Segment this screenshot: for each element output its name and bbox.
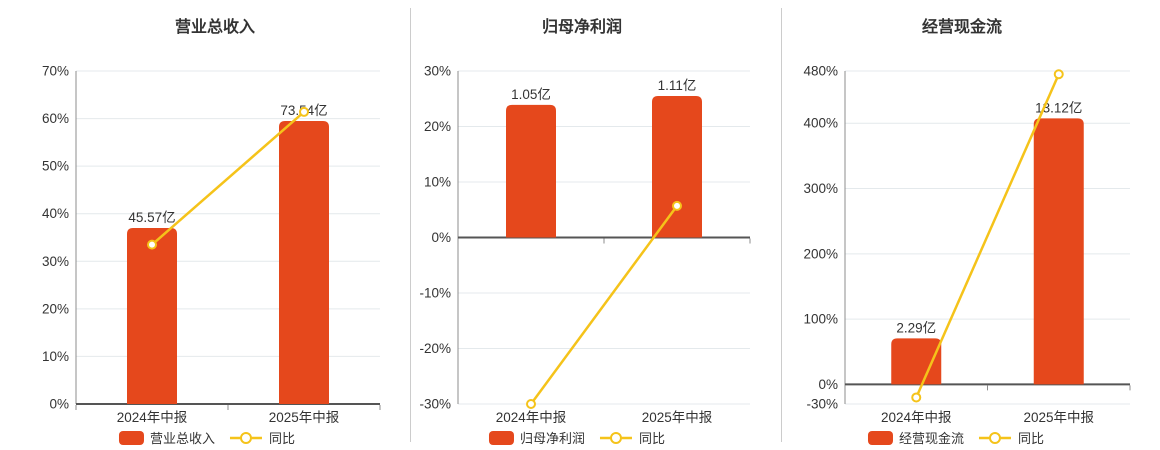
legend-bar-swatch [867,430,893,445]
y-axis-tick-label: -30% [419,397,451,412]
bar [652,95,702,238]
y-axis-tick-label: 10% [424,175,451,190]
bar [127,227,177,404]
y-axis-tick-label: 50% [42,159,69,174]
legend-bar-label: 经营现金流 [898,431,964,446]
y-axis-tick-label: 30% [42,254,69,269]
y-axis-tick-label: 70% [42,64,69,79]
y-axis-tick-label: 400% [803,116,838,131]
bar-value-label: 1.05亿 [511,87,551,102]
legend-revenue: 营业总收入 同比 [118,428,296,447]
chart-title-cash-flow: 经营现金流 [921,19,1003,36]
yoy-line-marker [299,106,309,117]
yoy-line-marker [1053,69,1064,80]
yoy-line-marker [672,200,682,211]
x-axis-category-label: 2024年中报 [881,410,952,425]
y-axis-tick-label: 200% [803,246,838,261]
y-axis-tick-label: 0% [49,397,69,412]
yoy-line [915,73,1060,398]
panel-divider [781,8,782,442]
panel-revenue: 70%60%50%40%30%20%10%0%45.57亿73.54亿2024年… [0,0,410,450]
y-axis-tick-label: 20% [42,301,69,316]
yoy-line-marker [147,239,157,250]
y-axis-tick-label: 480% [803,64,838,79]
y-axis-tick-label: 30% [424,64,451,79]
legend-bar-label: 营业总收入 [149,431,215,446]
yoy-line-marker [911,392,922,403]
revenue-chart-canvas: 70%60%50%40%30%20%10%0%45.57亿73.54亿2024年… [42,64,381,425]
panel-divider [410,8,411,442]
bar-value-label: 45.57亿 [128,210,175,225]
chart-title-net-profit: 归母净利润 [541,19,623,36]
bar [891,338,942,385]
legend-bar-swatch [118,430,144,445]
yoy-line [151,110,305,246]
y-axis-tick-label: 0% [431,230,451,245]
bar [1033,118,1084,385]
bar-value-label: 2.29亿 [896,320,936,335]
legend-line-swatch-icon [230,431,262,444]
legend-net-profit: 归母净利润 同比 [488,428,666,447]
y-axis-tick-label: 100% [803,312,838,327]
legend-line-label: 同比 [269,431,296,446]
y-axis-tick-label: -20% [419,341,451,356]
legend-line-label: 同比 [1018,431,1045,446]
legend-cash-flow: 经营现金流 同比 [867,428,1045,447]
legend-line-swatch-icon [600,431,632,444]
chart-title-revenue: 营业总收入 [174,19,256,36]
x-axis-category-label: 2025年中报 [269,410,340,425]
x-axis-category-label: 2025年中报 [642,410,713,425]
y-axis-tick-label: 60% [42,111,69,126]
bar [279,120,329,404]
legend-bar-swatch [488,430,514,445]
y-axis-tick-label: 20% [424,119,451,134]
panel-net-profit: 30% 20% 10% 0% -10% -20% -30% 1.05亿 1.11亿 2024年中报… [410,0,781,450]
legend-line-label: 同比 [639,431,666,446]
bar [506,104,556,238]
y-axis-tick-label: -10% [419,286,451,301]
y-axis-tick-label: 40% [42,206,69,221]
yoy-line [529,205,679,405]
bar-value-label: 1.11亿 [658,78,697,93]
x-axis-category-label: 2024年中报 [496,410,567,425]
y-axis-tick-label: 10% [42,349,69,364]
net-profit-chart-canvas: 30% 20% 10% 0% -10% -20% -30% 1.05亿 1.11亿 2024年中报… [419,64,751,425]
y-axis-tick-label: 0% [818,377,838,392]
yoy-line-marker [526,399,536,409]
panel-operating-cash-flow: 480% 400% 300% 200% 100% 0% -30% 2.29亿 13.12亿 202… [781,0,1160,450]
legend-bar-label: 归母净利润 [519,431,585,446]
cash-flow-chart-canvas: 480%400%300%200%100%0%-30%2.29亿13.12亿202… [803,64,1131,425]
x-axis-category-label: 2025年中报 [1023,410,1094,425]
legend-line-swatch-icon [979,431,1011,444]
y-axis-tick-label: 300% [803,181,838,196]
y-axis-tick-label: -30% [806,397,838,412]
x-axis-category-label: 2024年中报 [117,410,188,425]
